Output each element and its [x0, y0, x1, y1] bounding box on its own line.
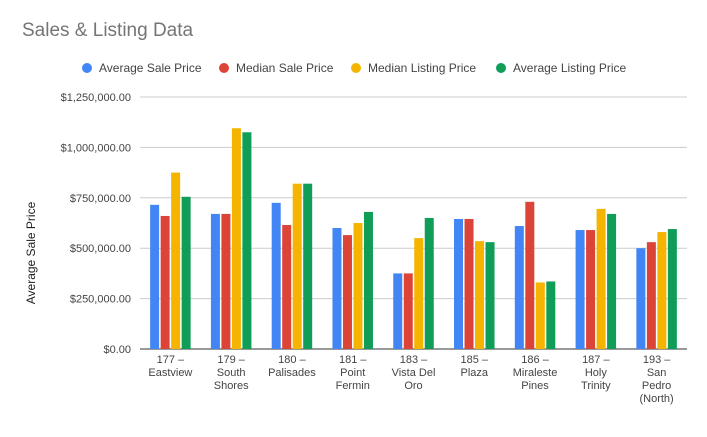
chart-title: Sales & Listing Data: [22, 20, 194, 41]
bar-median-sale-price: [586, 230, 596, 349]
bar-average-sale-price: [210, 213, 220, 349]
x-tick-label: 183 – Vista Del Oro: [392, 354, 436, 392]
bar-average-sale-price: [332, 228, 342, 349]
bar-average-listing-price: [181, 196, 191, 349]
x-tick-label: 181 – Point Fermin: [336, 354, 370, 392]
x-tick-label: 193 – San Pedro (North): [639, 354, 673, 405]
grid-layer: [140, 96, 687, 350]
y-tick-label: $1,250,000.00: [61, 92, 131, 104]
bar-median-listing-price: [353, 223, 363, 349]
x-tick-label: 187 – Holy Trinity: [581, 354, 611, 392]
bar-average-sale-price: [393, 273, 403, 349]
bar-average-sale-price: [150, 204, 160, 349]
y-tick-label: $750,000.00: [70, 193, 131, 205]
bar-median-listing-price: [657, 232, 667, 349]
y-tick-label: $250,000.00: [70, 294, 131, 306]
bar-average-sale-price: [636, 248, 646, 349]
y-tick-labels: $0.00 $250,000.00 $500,000.00 $750,000.00 $1…: [61, 92, 131, 356]
bar-average-listing-price: [303, 183, 313, 349]
bar-average-listing-price: [607, 213, 617, 349]
legend-label-median-listing-price: Median Listing Price: [368, 61, 476, 75]
bar-average-sale-price: [271, 202, 281, 349]
legend-swatch-median-listing-price: [351, 63, 361, 73]
bar-median-listing-price: [292, 183, 302, 349]
bars-layer: [150, 128, 677, 349]
legend-swatch-median-sale-price: [219, 63, 229, 73]
x-tick-label: 179 – South Shores: [214, 354, 249, 392]
bar-median-sale-price: [525, 201, 535, 349]
bar-average-sale-price: [575, 230, 585, 349]
bar-average-listing-price: [667, 229, 677, 349]
legend-swatch-average-sale-price: [82, 63, 92, 73]
bar-average-sale-price: [514, 226, 524, 349]
y-tick-label: $1,000,000.00: [61, 142, 131, 154]
x-tick-label: 186 – Miraleste Pines: [513, 354, 558, 392]
legend-label-average-listing-price: Average Listing Price: [513, 61, 627, 75]
bar-median-listing-price: [414, 238, 424, 349]
y-axis-title: Average Sale Price: [24, 201, 38, 304]
bar-average-listing-price: [363, 211, 373, 349]
x-tick-labels: 177 – Eastview 179 – South Shores 180 – Palisa…: [148, 354, 673, 405]
x-tick-label: 180 – Palisades: [268, 354, 316, 379]
bar-average-listing-price: [242, 132, 252, 349]
legend-label-median-sale-price: Median Sale Price: [236, 61, 334, 75]
bar-average-sale-price: [454, 218, 464, 349]
bar-average-listing-price: [485, 242, 495, 349]
bar-average-listing-price: [424, 217, 434, 349]
y-tick-label: $0.00: [103, 344, 131, 356]
bar-median-sale-price: [403, 273, 413, 349]
bar-median-sale-price: [221, 213, 231, 349]
bar-median-sale-price: [160, 215, 170, 349]
legend-swatch-average-listing-price: [496, 63, 506, 73]
bar-median-sale-price: [464, 218, 474, 349]
x-tick-label: 185 – Plaza: [461, 354, 489, 379]
bar-median-listing-price: [596, 208, 606, 349]
bar-median-sale-price: [282, 225, 292, 349]
bar-median-sale-price: [342, 235, 352, 349]
bar-median-listing-price: [475, 241, 485, 349]
bar-median-listing-price: [231, 128, 241, 349]
bar-median-listing-price: [535, 282, 545, 349]
x-tick-label: 177 – Eastview: [148, 354, 192, 379]
bar-average-listing-price: [546, 281, 556, 349]
y-tick-label: $500,000.00: [70, 243, 131, 255]
legend-label-average-sale-price: Average Sale Price: [99, 61, 202, 75]
legend: Average Sale Price Median Sale Price Media…: [82, 61, 627, 75]
bar-median-sale-price: [646, 242, 656, 349]
bar-median-listing-price: [171, 172, 181, 349]
